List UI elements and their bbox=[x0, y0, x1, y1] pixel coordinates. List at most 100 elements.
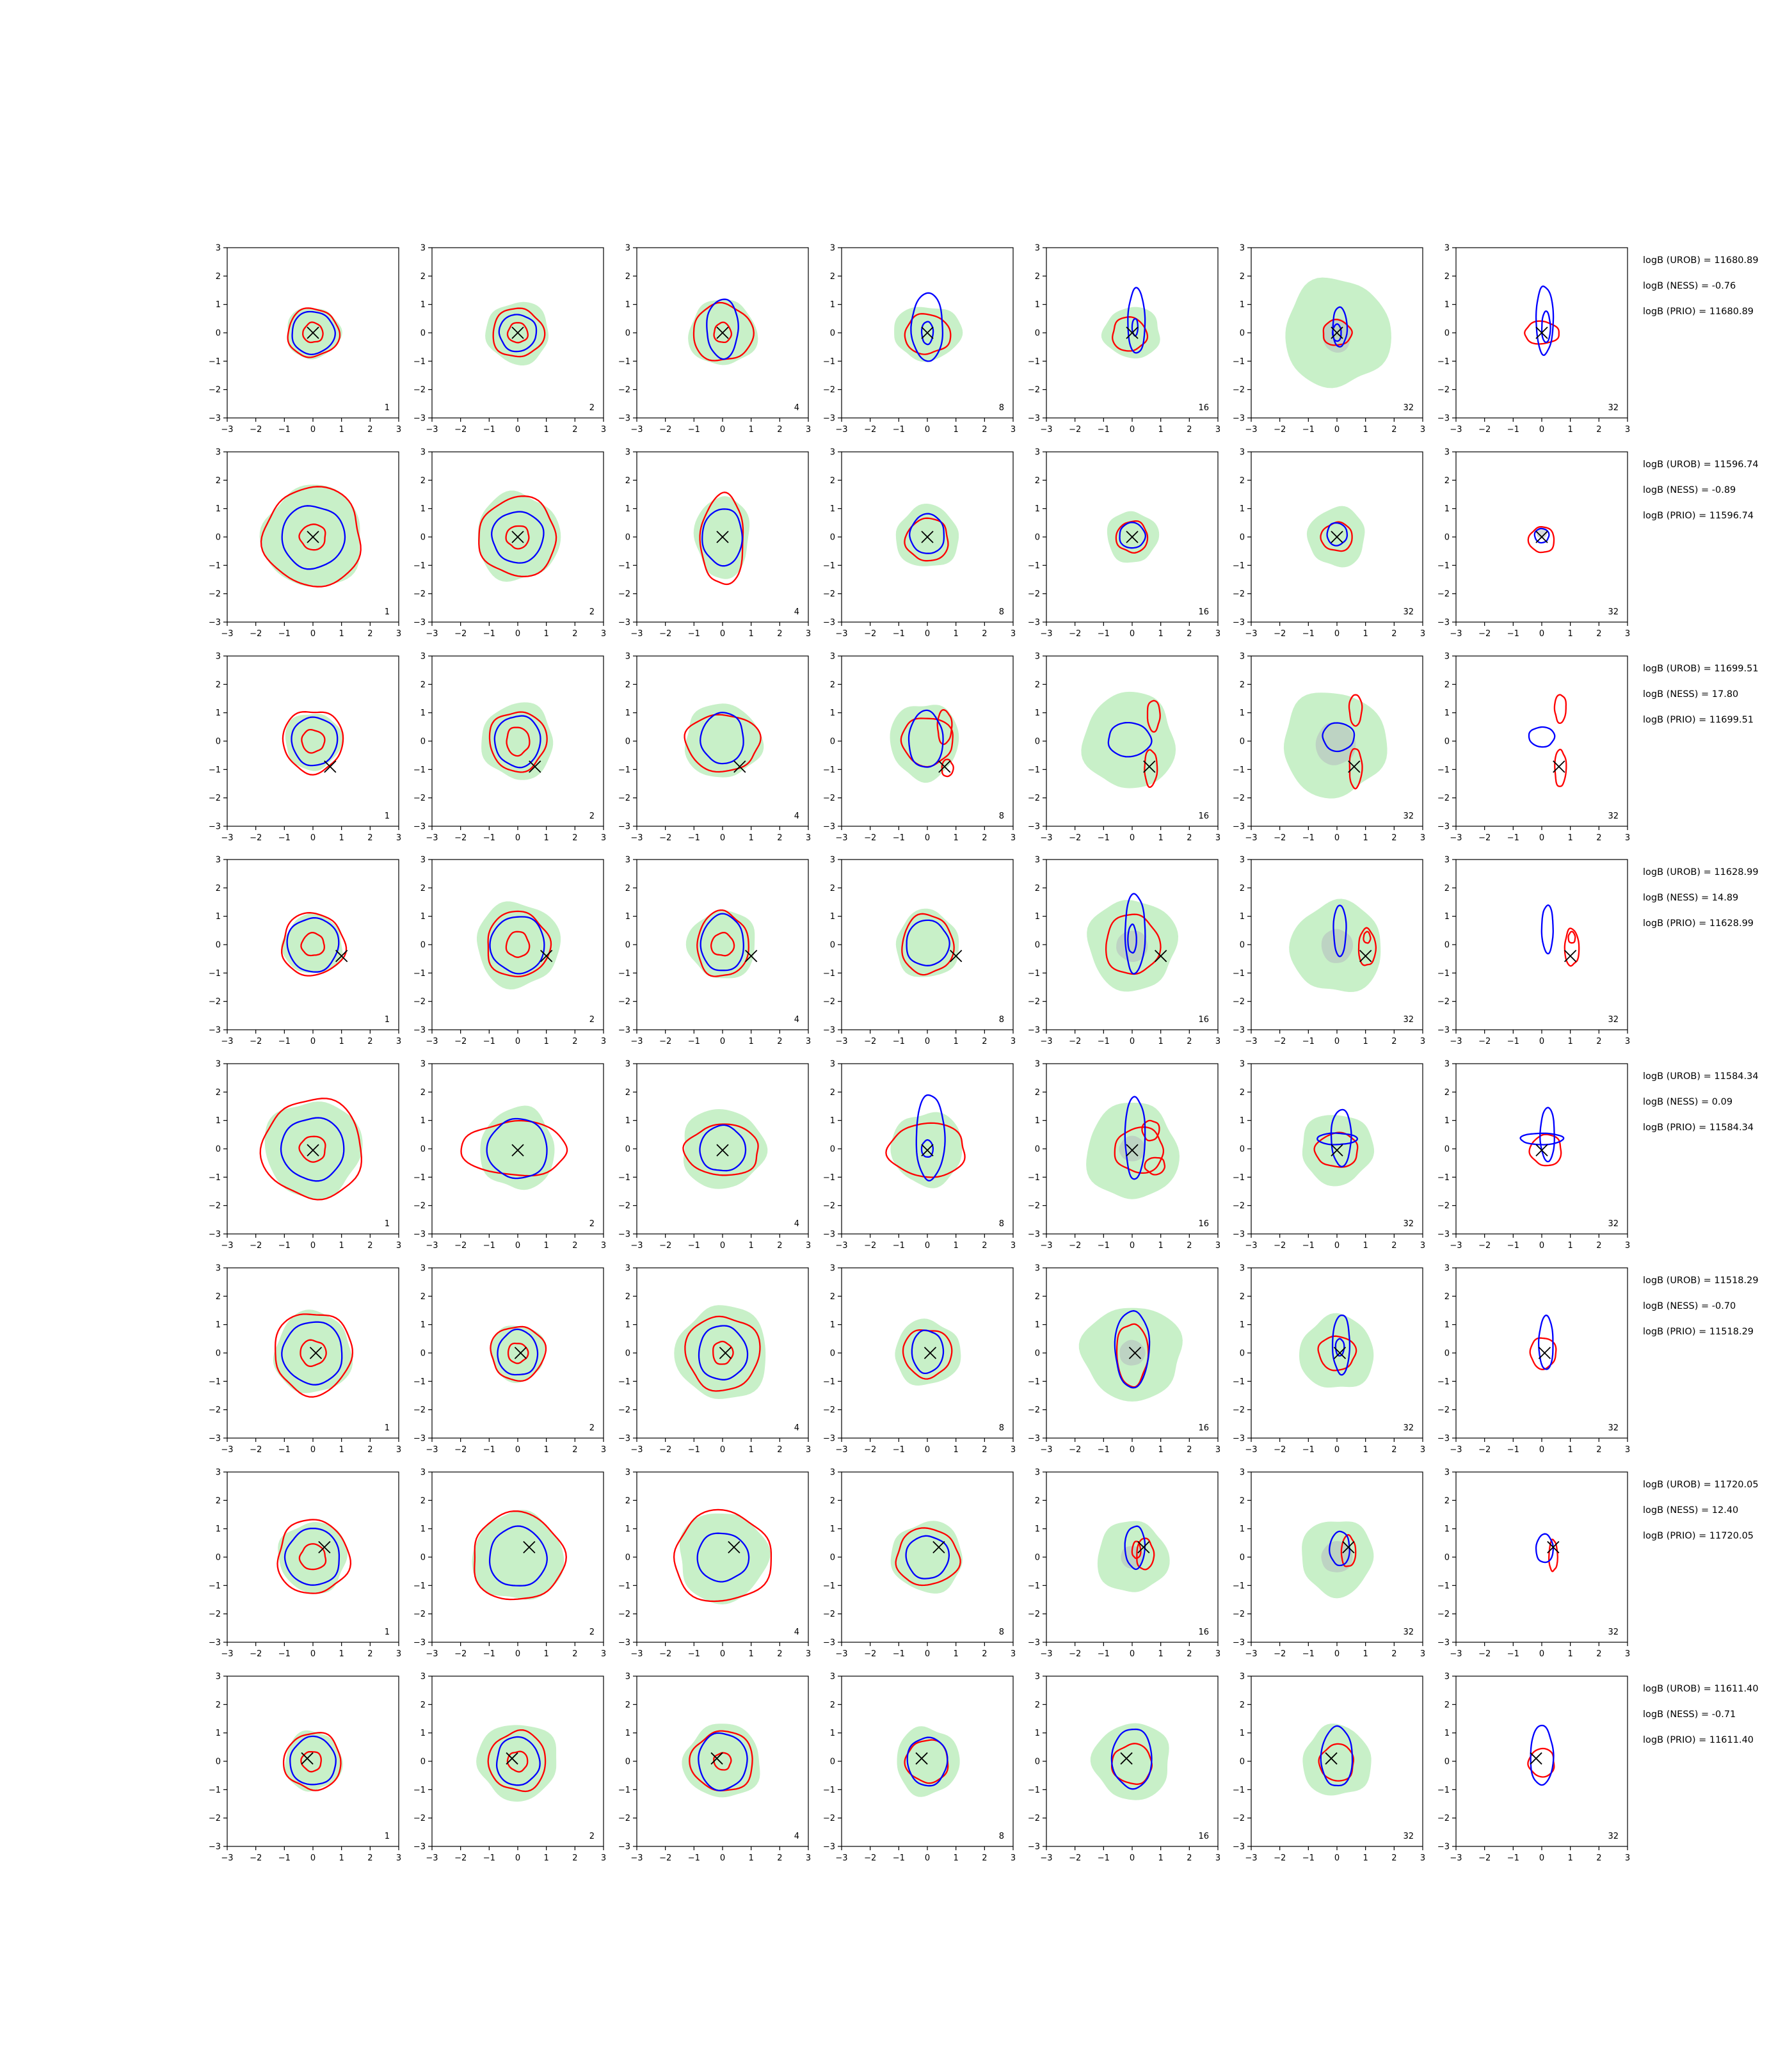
panel-r8-c6: −3 −2 −1 0 1 2 3 −3 −2 −1 0 1 2 3 32 bbox=[1233, 1672, 1425, 1864]
x-tick-label: −1 bbox=[278, 1037, 291, 1046]
y-tick-label: −2 bbox=[1028, 1405, 1040, 1415]
evidence-label: logB (UROB) = 11518.29 bbox=[1643, 1276, 1759, 1286]
x-tick-label: −2 bbox=[250, 1853, 262, 1863]
x-tick-label: −2 bbox=[250, 1649, 262, 1659]
y-tick-label: −1 bbox=[618, 1173, 630, 1183]
x-tick-label: 0 bbox=[1539, 629, 1544, 639]
y-tick-label: −3 bbox=[413, 1843, 426, 1852]
evidence-label: logB (PRIO) = 11699.51 bbox=[1643, 715, 1754, 725]
y-tick-label: 2 bbox=[830, 1700, 835, 1710]
blue-contour bbox=[495, 1736, 541, 1786]
blue-contour bbox=[906, 1736, 948, 1787]
y-tick-label: 2 bbox=[625, 1700, 630, 1710]
y-tick-label: 2 bbox=[216, 1292, 221, 1302]
blue-contour bbox=[1114, 1310, 1151, 1389]
y-tick-label: 1 bbox=[1444, 1524, 1450, 1534]
y-tick-label: 2 bbox=[1240, 272, 1245, 282]
truth-marker bbox=[932, 1540, 945, 1554]
x-tick-label: 2 bbox=[777, 1649, 782, 1659]
blue-contour bbox=[281, 1321, 343, 1386]
y-tick-label: −2 bbox=[209, 794, 221, 803]
y-tick-label: 0 bbox=[216, 941, 221, 950]
y-tick-label: −1 bbox=[1233, 1581, 1245, 1591]
grey-density-fill bbox=[1116, 931, 1148, 962]
panel-count-label: 2 bbox=[589, 1832, 595, 1841]
x-tick-label: −2 bbox=[250, 1037, 262, 1046]
y-tick-label: 0 bbox=[420, 941, 426, 950]
panel-r8-c4: −3 −2 −1 0 1 2 3 −3 −2 −1 0 1 2 3 8 bbox=[823, 1672, 1016, 1864]
x-tick-label: −1 bbox=[688, 1241, 700, 1251]
y-tick-label: 2 bbox=[1240, 1292, 1245, 1302]
red-contour bbox=[487, 910, 552, 978]
red-contour bbox=[1141, 1119, 1160, 1142]
red-contour bbox=[673, 1508, 772, 1603]
y-tick-label: 2 bbox=[625, 476, 630, 486]
x-tick-label: 2 bbox=[367, 629, 372, 639]
red-contour bbox=[507, 1342, 529, 1364]
x-tick-label: 3 bbox=[806, 629, 811, 639]
y-tick-label: −2 bbox=[1437, 1405, 1450, 1415]
red-contour bbox=[1348, 694, 1363, 727]
x-tick-label: −2 bbox=[1274, 629, 1286, 639]
blue-contour bbox=[920, 1139, 934, 1158]
evidence-label: logB (UROB) = 11584.34 bbox=[1643, 1071, 1759, 1082]
truth-marker bbox=[529, 760, 541, 773]
panel-count-label: 32 bbox=[1403, 1832, 1414, 1841]
y-tick-label: 0 bbox=[625, 533, 630, 543]
y-tick-label: 3 bbox=[216, 1060, 221, 1069]
panel-count-label: 16 bbox=[1198, 1219, 1209, 1229]
x-tick-label: 0 bbox=[1130, 1241, 1135, 1251]
x-tick-label: 3 bbox=[1420, 1853, 1425, 1863]
x-tick-label: 3 bbox=[1625, 1037, 1630, 1046]
y-tick-label: 2 bbox=[830, 884, 835, 893]
truth-marker bbox=[324, 760, 337, 773]
y-tick-label: 0 bbox=[1240, 329, 1245, 339]
x-tick-label: −1 bbox=[893, 1445, 905, 1455]
x-tick-label: 0 bbox=[515, 1241, 520, 1251]
blue-contour bbox=[911, 1329, 945, 1375]
y-tick-label: −1 bbox=[823, 969, 835, 979]
blue-contour bbox=[1540, 310, 1551, 344]
x-tick-label: −1 bbox=[688, 629, 700, 639]
red-contour bbox=[260, 486, 362, 588]
y-tick-label: −2 bbox=[618, 997, 630, 1007]
y-tick-label: 2 bbox=[625, 884, 630, 893]
y-tick-label: 3 bbox=[1444, 1264, 1450, 1274]
y-tick-label: 2 bbox=[830, 680, 835, 690]
y-tick-label: 1 bbox=[830, 1729, 835, 1738]
panel-count-label: 32 bbox=[1608, 1219, 1619, 1229]
panel-r1-c5: −3 −2 −1 0 1 2 3 −3 −2 −1 0 1 2 3 16 bbox=[1028, 244, 1220, 435]
x-tick-label: 0 bbox=[1130, 1445, 1135, 1455]
y-tick-label: 3 bbox=[830, 652, 835, 662]
row-3-evidence: logB (UROB) = 11699.51 logB (NESS) = 17.8… bbox=[1643, 664, 1759, 725]
truth-marker bbox=[1535, 326, 1548, 339]
panel-r2-c1: −3 −2 −1 0 1 2 3 −3 −2 −1 0 1 2 3 1 bbox=[209, 448, 401, 639]
red-contour bbox=[885, 1122, 966, 1178]
y-tick-label: 3 bbox=[830, 1468, 835, 1478]
y-tick-label: −1 bbox=[1233, 1173, 1245, 1183]
x-tick-label: −2 bbox=[250, 1445, 262, 1455]
panel-r4-c3: −3 −2 −1 0 1 2 3 −3 −2 −1 0 1 2 3 4 bbox=[618, 856, 811, 1047]
x-tick-label: 2 bbox=[1187, 629, 1192, 639]
y-tick-label: 3 bbox=[420, 448, 426, 458]
x-tick-label: 2 bbox=[1596, 1037, 1601, 1046]
x-tick-label: −3 bbox=[1040, 1445, 1052, 1455]
x-tick-label: −1 bbox=[1507, 1445, 1519, 1455]
truth-marker bbox=[1126, 1144, 1139, 1156]
x-tick-label: 1 bbox=[1158, 629, 1164, 639]
y-tick-label: 1 bbox=[420, 912, 426, 922]
y-tick-label: 0 bbox=[1240, 737, 1245, 747]
green-density-fill bbox=[1302, 1724, 1372, 1796]
x-tick-label: 1 bbox=[1363, 1445, 1368, 1455]
x-tick-label: 2 bbox=[982, 425, 987, 435]
panel-r5-c1: −3 −2 −1 0 1 2 3 −3 −2 −1 0 1 2 3 1 bbox=[209, 1060, 401, 1251]
red-contour bbox=[300, 1339, 327, 1368]
blue-contour bbox=[1322, 722, 1356, 753]
truth-marker bbox=[1342, 1540, 1355, 1554]
y-tick-label: 1 bbox=[1240, 1116, 1245, 1126]
x-tick-label: −1 bbox=[1098, 1445, 1110, 1455]
x-tick-label: −1 bbox=[1098, 833, 1110, 843]
x-tick-label: 2 bbox=[367, 1853, 372, 1863]
x-tick-label: −3 bbox=[221, 1649, 233, 1659]
x-tick-label: −3 bbox=[426, 629, 438, 639]
